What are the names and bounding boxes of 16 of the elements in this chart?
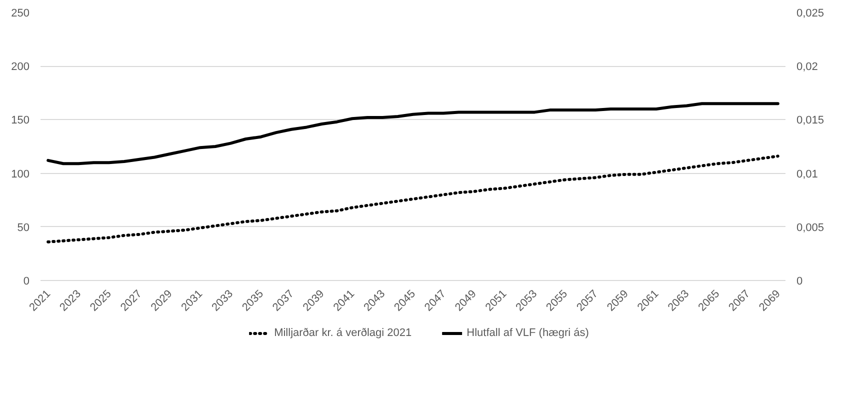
legend-label: Milljarðar kr. á verðlagi 2021 xyxy=(274,327,412,339)
legend-label: Hlutfall af VLF (hægri ás) xyxy=(466,327,589,339)
y2-tick-label: 0 xyxy=(796,276,803,288)
y-tick-label: 200 xyxy=(11,61,30,74)
line-series xyxy=(46,154,780,244)
y2-tick-label: 0,005 xyxy=(796,222,824,234)
y-tick-label: 250 xyxy=(11,8,30,20)
line-series xyxy=(46,102,780,166)
y-tick-label: 150 xyxy=(11,114,30,127)
y2-tick-label: 0,025 xyxy=(796,8,824,20)
y-tick-label: 50 xyxy=(17,222,30,234)
y-tick-label: 100 xyxy=(11,168,30,180)
y-tick-label: 0 xyxy=(23,276,30,288)
y2-tick-label: 0,02 xyxy=(796,61,818,74)
y2-tick-label: 0,015 xyxy=(796,114,824,127)
y2-tick-label: 0,01 xyxy=(796,168,818,180)
